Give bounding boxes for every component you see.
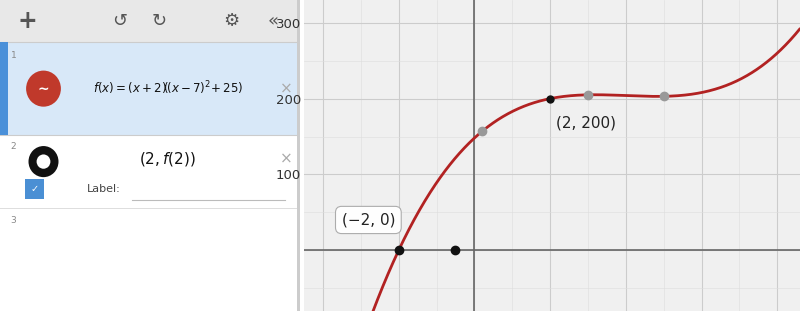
Text: ∼: ∼ xyxy=(38,81,50,96)
Circle shape xyxy=(29,146,58,177)
Text: (2, 200): (2, 200) xyxy=(556,115,616,130)
Text: ×: × xyxy=(280,81,293,96)
Text: ×: × xyxy=(280,151,293,166)
Text: «: « xyxy=(267,12,278,30)
Text: (−2, 0): (−2, 0) xyxy=(342,212,395,227)
Bar xyxy=(297,0,300,311)
Bar xyxy=(0,135,300,208)
Bar xyxy=(0,42,300,135)
Text: +: + xyxy=(17,9,37,33)
Text: ✓: ✓ xyxy=(30,183,38,194)
Bar xyxy=(0,208,300,311)
Text: 1: 1 xyxy=(10,51,16,60)
Text: Label:: Label: xyxy=(87,183,121,194)
Bar xyxy=(0,0,300,42)
Text: 2: 2 xyxy=(10,142,16,151)
Text: 3: 3 xyxy=(10,216,16,225)
Bar xyxy=(0,42,7,135)
Text: ↺: ↺ xyxy=(113,12,127,30)
Text: $\left(2,f(2)\right)$: $\left(2,f(2)\right)$ xyxy=(139,150,197,168)
Bar xyxy=(25,179,44,199)
Text: ↻: ↻ xyxy=(151,12,166,30)
Circle shape xyxy=(37,155,50,169)
Text: ⚙: ⚙ xyxy=(223,12,239,30)
Circle shape xyxy=(26,71,61,107)
Text: $f(x)=(x+2)\!\left(\!(x-7)^2\!+25\right)$: $f(x)=(x+2)\!\left(\!(x-7)^2\!+25\right)… xyxy=(93,80,243,97)
